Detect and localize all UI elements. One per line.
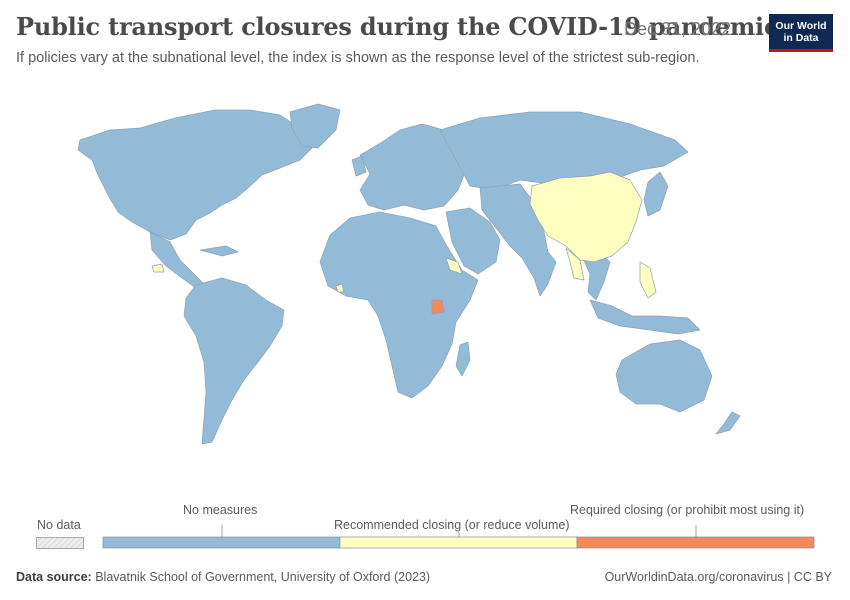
- legend-color-bar: [102, 525, 815, 549]
- legend-label-recommended: Recommended closing (or reduce volume): [334, 518, 570, 532]
- region-sierra-leone[interactable]: [335, 283, 345, 293]
- legend-label-required: Required closing (or prohibit most using…: [570, 503, 805, 517]
- legend-no-data-swatch[interactable]: [36, 537, 84, 549]
- region-japan[interactable]: [643, 171, 669, 217]
- date-label[interactable]: Dec 31, 2022: [624, 19, 732, 39]
- region-china[interactable]: [529, 171, 643, 263]
- region-caribbean[interactable]: [199, 245, 239, 257]
- region-uk[interactable]: [351, 155, 367, 177]
- region-new-zealand[interactable]: [715, 411, 741, 435]
- data-source-label: Data source:: [16, 570, 92, 584]
- legend-swatch-required[interactable]: [576, 536, 815, 549]
- license-link[interactable]: CC BY: [793, 570, 832, 584]
- region-south-america[interactable]: [183, 277, 285, 445]
- region-europe[interactable]: [359, 123, 467, 211]
- region-greenland[interactable]: [289, 103, 341, 149]
- legend-swatch-no-measures[interactable]: [102, 536, 341, 549]
- region-north-america[interactable]: [77, 109, 313, 241]
- data-source-text: Blavatnik School of Government, Universi…: [95, 570, 431, 584]
- region-middle-east[interactable]: [445, 207, 501, 275]
- legend-no-data-label: No data: [37, 518, 81, 532]
- world-map: [77, 103, 741, 445]
- logo-line-1: Our World: [775, 19, 827, 32]
- logo-line-2: in Data: [783, 31, 819, 44]
- region-africa[interactable]: [319, 211, 479, 399]
- legend-label-no-measures: No measures: [183, 503, 258, 517]
- region-central-america[interactable]: [149, 231, 206, 289]
- footer-separator: |: [787, 570, 791, 584]
- owid-logo[interactable]: Our World in Data: [769, 14, 833, 52]
- legend-swatch-recommended[interactable]: [339, 536, 578, 549]
- land-required: [431, 299, 445, 315]
- region-philippines[interactable]: [639, 261, 657, 299]
- data-source: Data source: Blavatnik School of Governm…: [16, 570, 430, 584]
- chart-title: Public transport closures during the COV…: [16, 12, 779, 41]
- region-indonesia[interactable]: [589, 299, 701, 335]
- region-eritrea[interactable]: [445, 257, 463, 275]
- land-recommended: [151, 171, 657, 299]
- region-uganda[interactable]: [431, 299, 445, 315]
- chart-subtitle: If policies vary at the subnational leve…: [16, 50, 700, 66]
- region-madagascar[interactable]: [455, 341, 471, 377]
- region-australia[interactable]: [615, 339, 713, 413]
- footer-right: OurWorldinData.org/coronavirus | CC BY: [605, 570, 832, 584]
- land-no-measures: [77, 103, 741, 445]
- source-url-link[interactable]: OurWorldinData.org/coronavirus: [604, 570, 784, 584]
- region-honduras[interactable]: [151, 263, 165, 273]
- region-myanmar[interactable]: [565, 247, 585, 281]
